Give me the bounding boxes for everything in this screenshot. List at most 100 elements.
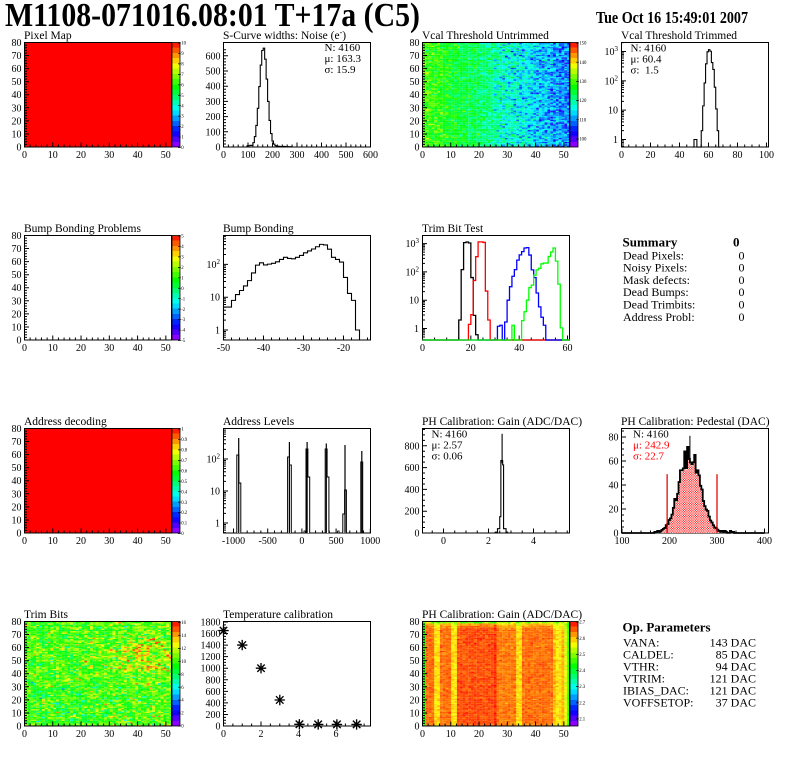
svg-text:300: 300 [710,536,725,547]
svg-text:20: 20 [410,695,420,706]
svg-text:-500: -500 [259,536,277,547]
svg-text:140: 140 [579,61,587,66]
svg-text:2.6: 2.6 [579,637,586,642]
svg-text:PH Calibration: Gain (ADC/DAC): PH Calibration: Gain (ADC/DAC) [422,609,582,621]
svg-text:600: 600 [363,150,378,161]
svg-text:Address Levels: Address Levels [223,416,295,428]
svg-text:50: 50 [559,150,569,161]
svg-text:40: 40 [133,150,143,161]
svg-text:Trim Bit Test: Trim Bit Test [422,223,484,235]
svg-text:30: 30 [104,536,114,547]
svg-text:20: 20 [474,729,484,740]
svg-text:1000: 1000 [360,536,380,547]
svg-text:0: 0 [614,529,619,540]
svg-text:0.7: 0.7 [181,459,188,464]
svg-text:1: 1 [181,136,184,141]
svg-text:10: 10 [409,296,419,307]
svg-text:30: 30 [104,729,114,740]
svg-text:800: 800 [206,675,221,686]
svg-text:-20: -20 [337,343,350,354]
svg-text:6: 6 [181,83,184,88]
svg-text:0: 0 [739,310,745,324]
svg-text:Temperature calibration: Temperature calibration [223,609,333,621]
svg-text:0.4: 0.4 [181,490,188,495]
svg-text:0: 0 [17,336,22,347]
svg-text:Dead Pixels:: Dead Pixels: [623,248,684,262]
svg-text:10: 10 [48,150,58,161]
svg-text:40: 40 [531,729,541,740]
svg-text:5: 5 [181,94,184,99]
svg-text:80: 80 [733,150,743,161]
svg-text:40: 40 [12,669,22,680]
svg-text:Mask defects:: Mask defects: [623,273,690,287]
svg-text:0.2: 0.2 [181,511,188,516]
svg-text:-4: -4 [181,329,186,334]
svg-text:0: 0 [739,273,745,287]
svg-text:110: 110 [579,118,587,123]
svg-text:50: 50 [12,77,22,88]
svg-text:1600: 1600 [201,629,221,640]
svg-text:Op. Parameters: Op. Parameters [623,619,711,634]
svg-text:3: 3 [181,115,184,120]
svg-text:20: 20 [474,150,484,161]
svg-text:2: 2 [181,712,184,717]
svg-text:70: 70 [12,630,22,641]
svg-text:0: 0 [22,150,27,161]
svg-text:Dead Bumps:: Dead Bumps: [623,285,689,299]
svg-text:200: 200 [662,536,677,547]
svg-text:2.1: 2.1 [579,718,586,723]
svg-text:10: 10 [210,487,220,498]
svg-text:CALDEL:: CALDEL: [623,647,674,661]
svg-text:Trim Bits: Trim Bits [24,609,69,621]
svg-text:σ: 0.06: σ: 0.06 [432,451,463,463]
svg-text:60: 60 [609,457,619,468]
svg-text:400: 400 [206,698,221,709]
svg-text:0: 0 [420,729,425,740]
svg-text:σ: 15.9: σ: 15.9 [325,64,356,76]
svg-text:300: 300 [290,150,305,161]
svg-text:Address decoding: Address decoding [24,416,107,428]
svg-text:N: 4160: N: 4160 [432,429,468,441]
svg-text:80: 80 [410,617,420,628]
svg-text:-3: -3 [181,318,186,323]
svg-text:121 DAC: 121 DAC [710,683,756,697]
svg-text:VTRIM:: VTRIM: [623,671,665,685]
svg-text:50: 50 [410,656,420,667]
svg-text:9: 9 [181,52,184,57]
svg-text:0: 0 [415,143,420,154]
svg-text:200: 200 [206,710,221,721]
svg-text:Noisy Pixels:: Noisy Pixels: [623,261,687,275]
svg-text:5: 5 [181,235,184,240]
svg-text:0: 0 [733,234,740,249]
svg-text:30: 30 [104,343,114,354]
svg-text:70: 70 [410,51,420,62]
svg-text:10: 10 [48,536,58,547]
svg-text:1: 1 [181,276,184,281]
svg-text:103: 103 [605,45,619,58]
svg-text:600: 600 [405,463,420,474]
svg-text:μ: 163.3: μ: 163.3 [325,53,362,65]
svg-text:4: 4 [296,729,301,740]
svg-text:20: 20 [76,729,86,740]
svg-text:30: 30 [410,103,420,114]
svg-text:0: 0 [441,536,446,547]
svg-text:30: 30 [410,682,420,693]
svg-text:2: 2 [259,729,264,740]
svg-text:0: 0 [221,729,226,740]
svg-text:0.3: 0.3 [181,501,188,506]
svg-text:10: 10 [48,729,58,740]
svg-text:N: 4160: N: 4160 [633,429,669,441]
svg-text:6: 6 [181,686,184,691]
svg-text:150: 150 [579,42,587,47]
svg-text:-40: -40 [257,343,270,354]
svg-text:0: 0 [739,248,745,262]
svg-text:0: 0 [420,150,425,161]
svg-text:1: 1 [414,324,419,335]
svg-text:30: 30 [12,682,22,693]
svg-text:40: 40 [410,669,420,680]
svg-text:0.8: 0.8 [181,449,188,454]
svg-text:30: 30 [104,150,114,161]
svg-text:16: 16 [181,621,186,626]
svg-text:0: 0 [221,150,226,161]
svg-text:IBIAS_DAC:: IBIAS_DAC: [623,683,689,697]
